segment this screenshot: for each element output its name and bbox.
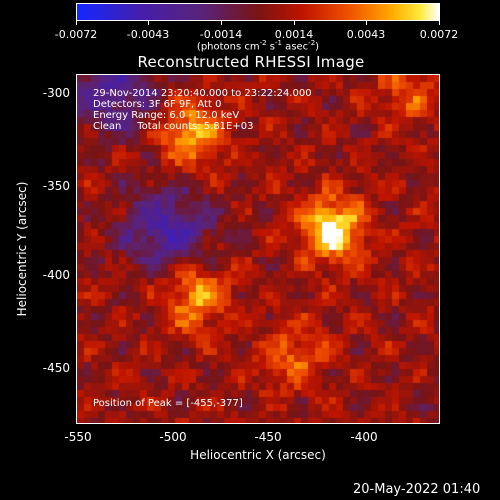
colorbar-tickmark xyxy=(366,21,367,25)
info-peak-position: Position of Peak = [-455,-377] xyxy=(93,398,243,409)
x-tick-label: -500 xyxy=(159,430,187,444)
y-tick-label: -400 xyxy=(42,268,70,282)
colorbar-tickmark xyxy=(76,21,77,25)
y-tick-label: -350 xyxy=(42,179,70,193)
colorbar-tick-label: -0.0043 xyxy=(126,28,170,41)
x-tick-label: -400 xyxy=(350,430,378,444)
y-tick-label: -450 xyxy=(42,361,70,375)
colorbar-tickmark xyxy=(148,21,149,25)
colorbar-tick-label: -0.0014 xyxy=(199,28,243,41)
colorbar-tickmark xyxy=(439,21,440,25)
colorbar-tick-label: 0.0043 xyxy=(346,28,386,41)
info-detectors: Detectors: 3F 6F 9F, Att 0 xyxy=(93,99,222,110)
rhessi-heatmap xyxy=(77,75,439,423)
image-plot-area: 29-Nov-2014 23:20:40.000 to 23:22:24.000… xyxy=(76,74,440,424)
colorbar-unit-label: (photons cm-2 s-1 asec-2) xyxy=(196,39,320,53)
info-clean-counts: Clean Total counts: 5.81E+03 xyxy=(93,121,254,132)
colorbar-tick-label: -0.0072 xyxy=(54,28,98,41)
colorbar-tick-label: 0.0072 xyxy=(419,28,459,41)
x-tick-label: -550 xyxy=(64,430,92,444)
y-axis-label: Heliocentric Y (arcsec) xyxy=(15,181,29,317)
info-time-range: 29-Nov-2014 23:20:40.000 to 23:22:24.000 xyxy=(93,88,312,99)
colorbar-tick-label: 0.0014 xyxy=(274,28,314,41)
x-axis-label: Heliocentric X (arcsec) xyxy=(190,448,326,462)
y-tick-label: -300 xyxy=(42,86,70,100)
x-tick-label: -450 xyxy=(254,430,282,444)
info-energy-range: Energy Range: 6.0 - 12.0 keV xyxy=(93,110,240,121)
colorbar-tickmark xyxy=(294,21,295,25)
colorbar-tickmark xyxy=(221,21,222,25)
chart-title: Reconstructed RHESSI Image xyxy=(137,53,365,71)
colorbar xyxy=(76,3,440,21)
plot-timestamp: 20-May-2022 01:40 xyxy=(353,482,481,497)
